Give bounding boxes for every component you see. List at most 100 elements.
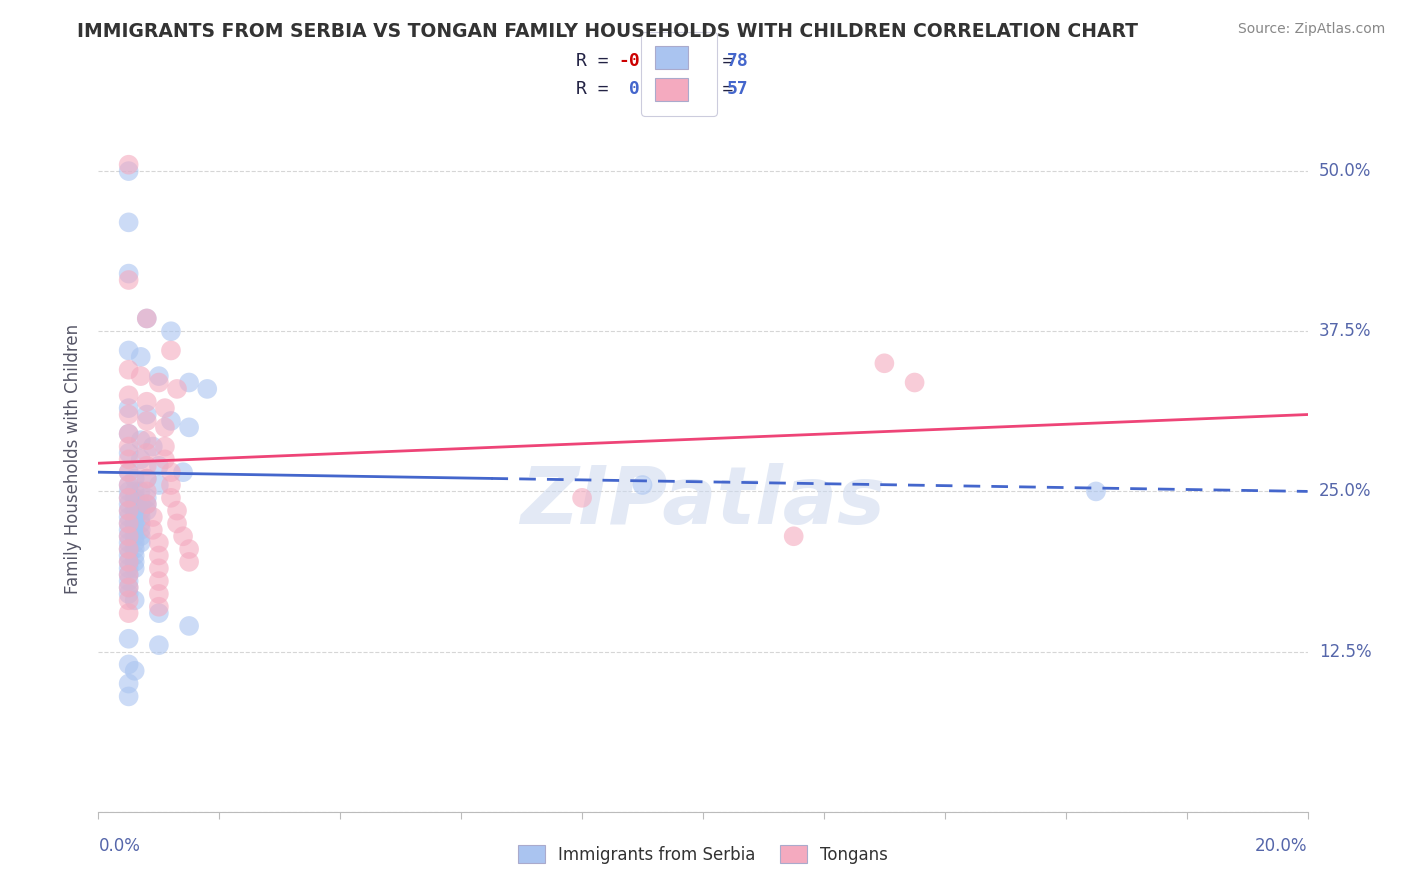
Point bbox=[124, 523, 146, 537]
Point bbox=[118, 555, 141, 569]
Point bbox=[124, 555, 146, 569]
Point bbox=[118, 497, 141, 511]
Point bbox=[166, 503, 188, 517]
Point bbox=[118, 593, 141, 607]
Point bbox=[631, 478, 654, 492]
Point bbox=[129, 503, 152, 517]
Point bbox=[118, 465, 141, 479]
Point bbox=[118, 510, 141, 524]
Point bbox=[129, 433, 152, 447]
Text: Source: ZipAtlas.com: Source: ZipAtlas.com bbox=[1237, 22, 1385, 37]
Point bbox=[118, 542, 141, 557]
Point bbox=[166, 516, 188, 531]
Point bbox=[160, 478, 183, 492]
Point bbox=[179, 555, 201, 569]
Point bbox=[124, 664, 146, 678]
Point bbox=[118, 581, 141, 595]
Point bbox=[148, 638, 170, 652]
Point bbox=[195, 382, 218, 396]
Legend: Immigrants from Serbia, Tongans: Immigrants from Serbia, Tongans bbox=[512, 838, 894, 871]
Point bbox=[118, 581, 141, 595]
Text: 20.0%: 20.0% bbox=[1256, 837, 1308, 855]
Legend: , : , bbox=[641, 31, 717, 116]
Point bbox=[148, 369, 170, 384]
Point bbox=[172, 465, 194, 479]
Point bbox=[135, 394, 157, 409]
Point bbox=[135, 484, 157, 499]
Point bbox=[135, 414, 157, 428]
Text: R =: R = bbox=[576, 80, 620, 98]
Point bbox=[135, 491, 157, 505]
Point bbox=[179, 420, 201, 434]
Point bbox=[160, 491, 183, 505]
Point bbox=[153, 420, 176, 434]
Point bbox=[118, 606, 141, 620]
Point bbox=[129, 484, 152, 499]
Point bbox=[135, 472, 157, 486]
Point bbox=[118, 491, 141, 505]
Point bbox=[148, 535, 170, 549]
Point bbox=[135, 503, 157, 517]
Point bbox=[148, 376, 170, 390]
Point bbox=[124, 503, 146, 517]
Text: ZIPatlas: ZIPatlas bbox=[520, 463, 886, 541]
Point bbox=[118, 542, 141, 557]
Point bbox=[118, 516, 141, 531]
Point bbox=[153, 401, 176, 416]
Point bbox=[148, 606, 170, 620]
Point bbox=[118, 478, 141, 492]
Point bbox=[124, 491, 146, 505]
Point bbox=[118, 529, 141, 543]
Point bbox=[904, 376, 927, 390]
Point bbox=[160, 343, 183, 358]
Point bbox=[135, 311, 157, 326]
Point bbox=[148, 458, 170, 473]
Point bbox=[135, 497, 157, 511]
Point bbox=[135, 497, 157, 511]
Text: -0.005: -0.005 bbox=[619, 53, 683, 70]
Point bbox=[179, 376, 201, 390]
Point bbox=[153, 440, 176, 454]
Point bbox=[118, 690, 141, 704]
Point bbox=[153, 452, 176, 467]
Point bbox=[1085, 484, 1108, 499]
Point bbox=[166, 382, 188, 396]
Point bbox=[118, 215, 141, 229]
Point bbox=[118, 401, 141, 416]
Point bbox=[118, 587, 141, 601]
Point bbox=[118, 446, 141, 460]
Point bbox=[118, 555, 141, 569]
Point bbox=[118, 516, 141, 531]
Point bbox=[129, 535, 152, 549]
Point bbox=[124, 593, 146, 607]
Point bbox=[118, 676, 141, 690]
Point bbox=[118, 273, 141, 287]
Point bbox=[135, 408, 157, 422]
Point bbox=[118, 343, 141, 358]
Point bbox=[129, 510, 152, 524]
Point bbox=[783, 529, 806, 543]
Point bbox=[124, 535, 146, 549]
Point bbox=[118, 426, 141, 441]
Point bbox=[124, 516, 146, 531]
Point bbox=[135, 433, 157, 447]
Point bbox=[118, 632, 141, 646]
Point bbox=[135, 472, 157, 486]
Point bbox=[118, 529, 141, 543]
Point bbox=[124, 472, 146, 486]
Text: R =: R = bbox=[576, 53, 620, 70]
Point bbox=[129, 452, 152, 467]
Text: 0.0%: 0.0% bbox=[98, 837, 141, 855]
Point bbox=[124, 529, 146, 543]
Point bbox=[118, 503, 141, 517]
Text: 0.061: 0.061 bbox=[619, 80, 683, 98]
Text: 12.5%: 12.5% bbox=[1319, 642, 1371, 661]
Text: IMMIGRANTS FROM SERBIA VS TONGAN FAMILY HOUSEHOLDS WITH CHILDREN CORRELATION CHA: IMMIGRANTS FROM SERBIA VS TONGAN FAMILY … bbox=[77, 22, 1139, 41]
Point bbox=[129, 497, 152, 511]
Point bbox=[118, 657, 141, 672]
Point bbox=[124, 484, 146, 499]
Point bbox=[124, 497, 146, 511]
Point bbox=[129, 529, 152, 543]
Point bbox=[142, 510, 165, 524]
Point bbox=[118, 478, 141, 492]
